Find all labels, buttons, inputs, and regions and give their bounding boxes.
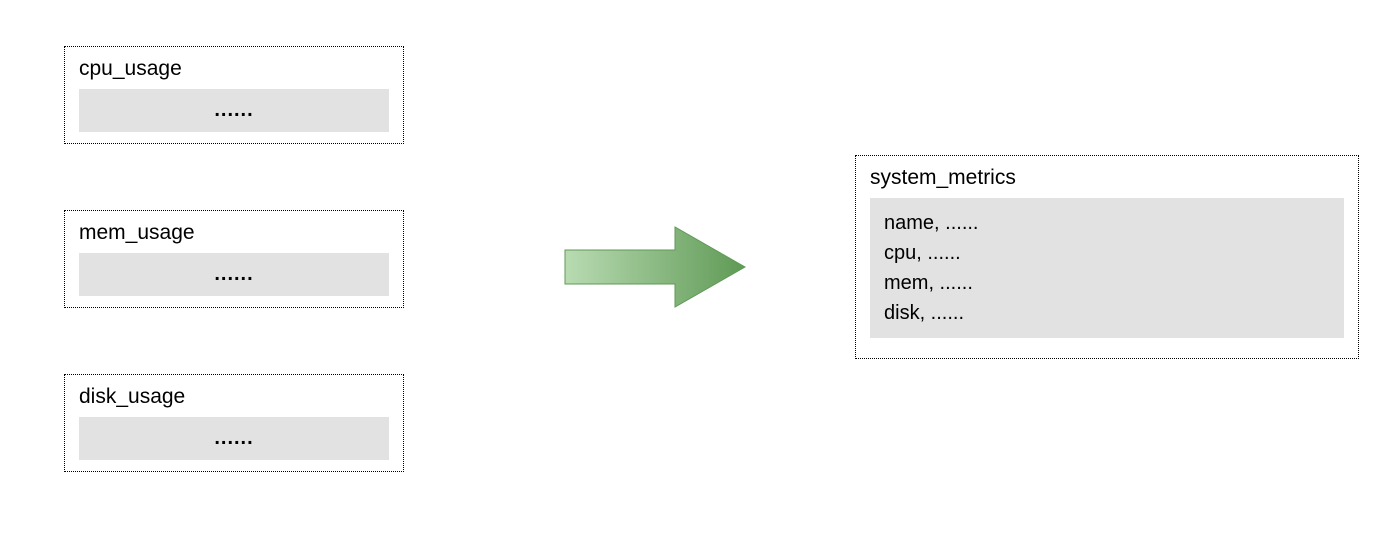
source-box-content: ...... (79, 417, 389, 460)
source-box-title: disk_usage (79, 385, 389, 409)
target-line: cpu, ...... (884, 238, 1330, 268)
source-box-title: cpu_usage (79, 57, 389, 81)
target-line: mem, ...... (884, 268, 1330, 298)
source-box-cpu-usage: cpu_usage ...... (64, 46, 404, 144)
arrow-shape (565, 227, 745, 307)
source-box-content: ...... (79, 253, 389, 296)
source-box-content: ...... (79, 89, 389, 132)
diagram-canvas: cpu_usage ...... mem_usage ...... disk_u… (0, 0, 1392, 559)
source-box-title: mem_usage (79, 221, 389, 245)
target-line: disk, ...... (884, 298, 1330, 328)
target-box-system-metrics: system_metrics name, ...... cpu, ...... … (855, 155, 1359, 359)
target-box-content: name, ...... cpu, ...... mem, ...... dis… (870, 198, 1344, 338)
target-line: name, ...... (884, 208, 1330, 238)
merge-arrow-icon (560, 222, 750, 312)
source-box-mem-usage: mem_usage ...... (64, 210, 404, 308)
target-box-title: system_metrics (870, 166, 1344, 190)
source-box-disk-usage: disk_usage ...... (64, 374, 404, 472)
